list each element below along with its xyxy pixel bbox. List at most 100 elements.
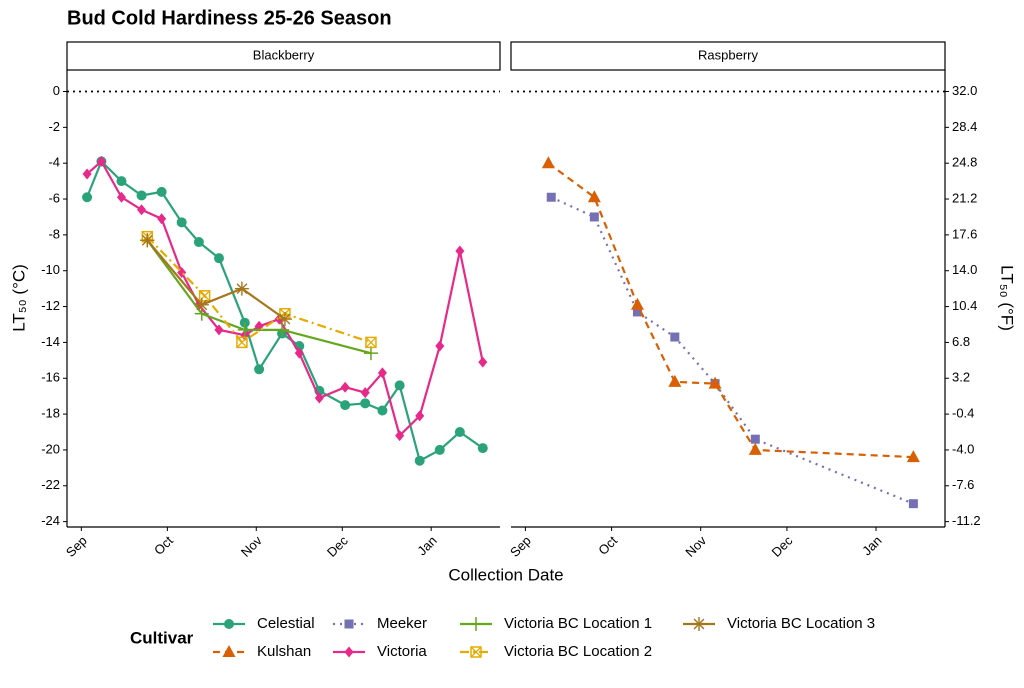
y2-axis-title: LT₅₀ (°F) xyxy=(998,265,1017,331)
x-tick-label: Jan xyxy=(859,533,884,558)
marker-part xyxy=(454,427,465,438)
y2-tick-label: 14.0 xyxy=(952,262,977,277)
marker-part xyxy=(116,176,127,187)
marker xyxy=(224,619,234,629)
marker xyxy=(344,646,354,658)
marker-part xyxy=(193,237,204,248)
marker-part xyxy=(908,499,918,509)
marker xyxy=(194,297,209,312)
y2-tick-label: 3.2 xyxy=(952,370,970,385)
y-axis-title: LT₅₀ (°C) xyxy=(9,264,28,332)
x-tick-label: Dec xyxy=(324,533,351,560)
marker-part xyxy=(708,376,722,389)
marker xyxy=(541,156,555,169)
marker xyxy=(294,347,304,359)
marker xyxy=(214,324,224,336)
marker-part xyxy=(434,444,445,455)
x-tick-label: Nov xyxy=(682,533,709,560)
y-tick-label: -4 xyxy=(48,155,60,170)
marker xyxy=(478,356,488,368)
marker-part xyxy=(294,347,304,359)
marker-part xyxy=(116,191,126,203)
facet-title: Raspberry xyxy=(698,47,758,62)
y2-tick-label: 6.8 xyxy=(952,334,970,349)
x-tick-label: Oct xyxy=(595,533,620,558)
y2-tick-label: 10.4 xyxy=(952,298,977,313)
series-line xyxy=(550,196,914,505)
marker xyxy=(116,191,126,203)
marker xyxy=(365,336,377,349)
marker xyxy=(239,317,250,328)
marker-part xyxy=(415,410,425,422)
y2-tick-label: 17.6 xyxy=(952,226,977,241)
y-tick-label: -18 xyxy=(41,406,60,421)
marker-part xyxy=(136,190,147,201)
marker xyxy=(236,336,248,349)
legend-label: Kulshan xyxy=(257,643,311,660)
y2-tick-label: -4.0 xyxy=(952,441,974,456)
marker-part xyxy=(541,156,555,169)
marker xyxy=(360,398,371,409)
legend-label: Victoria xyxy=(377,643,427,660)
marker xyxy=(82,192,93,203)
marker-part xyxy=(157,213,167,225)
y2-tick-label: 21.2 xyxy=(952,190,977,205)
marker-part xyxy=(222,645,236,657)
y2-tick-label: 32.0 xyxy=(952,83,977,98)
marker-part xyxy=(693,618,705,630)
marker xyxy=(668,374,682,387)
marker xyxy=(82,168,92,180)
legend-title: Cultivar xyxy=(130,628,194,647)
marker-part xyxy=(236,283,248,295)
marker-part xyxy=(360,387,370,399)
y-tick-label: -20 xyxy=(41,441,60,456)
facet-strip xyxy=(66,41,501,71)
marker xyxy=(254,364,265,375)
chart-title: Bud Cold Hardiness 25-26 Season xyxy=(67,7,392,29)
x-tick-label: Oct xyxy=(151,533,176,558)
y2-tick-label: -7.6 xyxy=(952,477,974,492)
marker xyxy=(275,322,290,337)
marker xyxy=(277,312,292,327)
marker-part xyxy=(279,313,291,325)
marker-part xyxy=(214,324,224,336)
marker-part xyxy=(213,253,224,264)
marker xyxy=(363,346,378,361)
marker-part xyxy=(198,290,211,302)
marker xyxy=(237,322,252,337)
x-tick-label: Jan xyxy=(414,533,439,558)
marker xyxy=(632,307,642,317)
marker-part xyxy=(377,367,387,379)
x-tick-label: Sep xyxy=(507,533,534,560)
marker xyxy=(415,410,425,422)
marker-part xyxy=(470,646,482,658)
series-line xyxy=(146,235,372,344)
marker xyxy=(360,387,370,399)
y-tick-label: -16 xyxy=(41,370,60,385)
marker-part xyxy=(344,646,354,658)
legend-label: Celestial xyxy=(257,615,315,632)
marker xyxy=(630,297,644,310)
marker-part xyxy=(176,217,187,228)
marker xyxy=(908,499,918,509)
marker xyxy=(340,400,351,411)
x-tick-label: Dec xyxy=(769,533,796,560)
marker-part xyxy=(236,336,248,348)
marker-part xyxy=(455,245,465,257)
marker xyxy=(469,617,483,631)
marker xyxy=(377,405,388,416)
y-tick-label: -22 xyxy=(41,477,60,492)
series-line xyxy=(146,239,286,321)
y-tick-label: -12 xyxy=(41,298,60,313)
marker xyxy=(708,376,722,389)
y2-tick-label: 24.8 xyxy=(952,155,977,170)
series-line xyxy=(146,239,372,355)
marker xyxy=(670,332,680,342)
marker-part xyxy=(196,299,208,311)
marker xyxy=(157,213,167,225)
marker xyxy=(434,444,445,455)
y-tick-label: -6 xyxy=(48,190,60,205)
marker xyxy=(137,204,147,216)
marker xyxy=(156,186,167,197)
